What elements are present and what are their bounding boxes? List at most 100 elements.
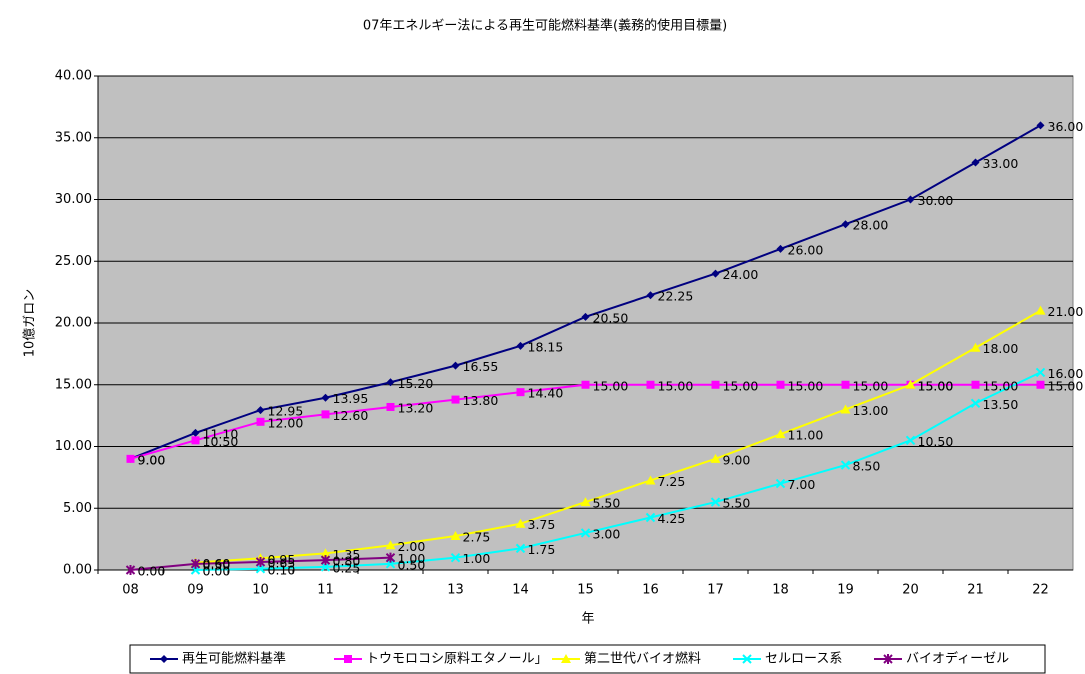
marker (255, 564, 266, 574)
data-label: 26.00 (788, 242, 824, 257)
data-label: 18.15 (528, 339, 564, 354)
data-label: 0.00 (138, 564, 166, 579)
marker (710, 497, 721, 507)
marker (320, 562, 331, 572)
marker (905, 435, 916, 446)
legend-label: トウモロコシ原料エタノール」 (366, 652, 548, 667)
data-label: 28.00 (853, 218, 889, 233)
marker (385, 552, 396, 563)
marker (386, 402, 395, 411)
data-label: 30.00 (918, 193, 954, 208)
y-tick-label: 15.00 (55, 377, 92, 392)
marker (776, 380, 785, 389)
marker (255, 556, 266, 567)
data-label: 2.00 (398, 539, 426, 554)
data-label: 2.75 (463, 530, 491, 545)
marker (710, 453, 721, 463)
marker (970, 398, 981, 408)
marker (841, 380, 850, 389)
marker (160, 655, 168, 663)
y-tick-label: 0.00 (63, 563, 92, 578)
data-label: 9.00 (138, 452, 166, 467)
marker (775, 429, 786, 439)
data-label: 13.95 (333, 391, 369, 406)
marker (646, 291, 655, 300)
data-label: 5.50 (593, 496, 621, 511)
data-label: 1.00 (463, 551, 491, 566)
marker (580, 528, 591, 538)
marker (125, 565, 136, 575)
data-label: 15.00 (723, 378, 759, 393)
data-label: 13.00 (853, 403, 889, 418)
marker (516, 341, 525, 350)
data-label: 16.00 (1048, 366, 1084, 381)
x-tick-label: 08 (122, 583, 139, 598)
data-label: 0.95 (268, 552, 296, 567)
data-label: 15.00 (788, 378, 824, 393)
x-tick-label: 13 (447, 583, 464, 598)
data-label: 0.50 (398, 557, 426, 572)
data-label: 5.50 (723, 496, 751, 511)
marker (711, 380, 720, 389)
data-label: 16.55 (463, 359, 499, 374)
data-label: 3.00 (593, 526, 621, 541)
marker (971, 380, 980, 389)
x-tick-label: 21 (967, 583, 984, 598)
data-label: 1.75 (528, 542, 556, 557)
marker (1036, 380, 1045, 389)
x-tick-label: 19 (837, 583, 854, 598)
data-label: 18.00 (983, 341, 1019, 356)
marker (191, 428, 200, 437)
series-line (195, 309, 1041, 564)
y-tick-label: 25.00 (55, 254, 92, 269)
data-label: 9.00 (723, 452, 751, 467)
data-label: 15.00 (983, 378, 1019, 393)
marker (1035, 305, 1046, 315)
data-label: 13.50 (983, 397, 1019, 412)
data-label: 0.00 (203, 564, 231, 579)
x-tick-label: 16 (642, 583, 659, 598)
marker (646, 380, 655, 389)
x-tick-label: 12 (382, 583, 399, 598)
marker (906, 195, 915, 204)
x-tick-label: 11 (317, 583, 334, 598)
y-tick-label: 40.00 (55, 69, 92, 84)
data-label: 7.25 (658, 474, 686, 489)
data-label: 12.00 (268, 415, 304, 430)
data-label: 15.00 (918, 378, 954, 393)
data-label: 4.25 (658, 511, 686, 526)
data-label: 1.00 (398, 551, 426, 566)
marker (344, 655, 352, 663)
marker (581, 380, 590, 389)
data-label: 24.00 (723, 267, 759, 282)
marker (321, 410, 330, 419)
marker (581, 312, 590, 321)
data-label: 11.10 (203, 426, 239, 441)
marker (841, 220, 850, 229)
marker (451, 361, 460, 370)
legend-label: 第二世代バイオ燃料 (584, 651, 701, 667)
data-label: 14.40 (528, 386, 564, 401)
marker (645, 475, 656, 485)
legend-label: 再生可能燃料基準 (182, 651, 286, 667)
marker (515, 543, 526, 554)
data-label: 10.50 (918, 434, 954, 449)
marker (190, 558, 201, 569)
data-label: 15.00 (593, 378, 629, 393)
y-tick-label: 10.00 (55, 439, 92, 454)
x-tick-label: 17 (707, 583, 724, 598)
marker (321, 393, 330, 402)
data-label: 13.80 (463, 393, 499, 408)
marker (126, 454, 135, 463)
marker (450, 552, 461, 563)
marker (256, 406, 265, 415)
marker (905, 379, 916, 389)
marker (711, 269, 720, 278)
marker (1035, 367, 1046, 378)
marker (775, 478, 786, 489)
data-label: 3.75 (528, 517, 556, 532)
y-tick-label: 20.00 (55, 316, 92, 331)
data-label: 36.00 (1048, 119, 1084, 134)
data-label: 20.50 (593, 310, 629, 325)
